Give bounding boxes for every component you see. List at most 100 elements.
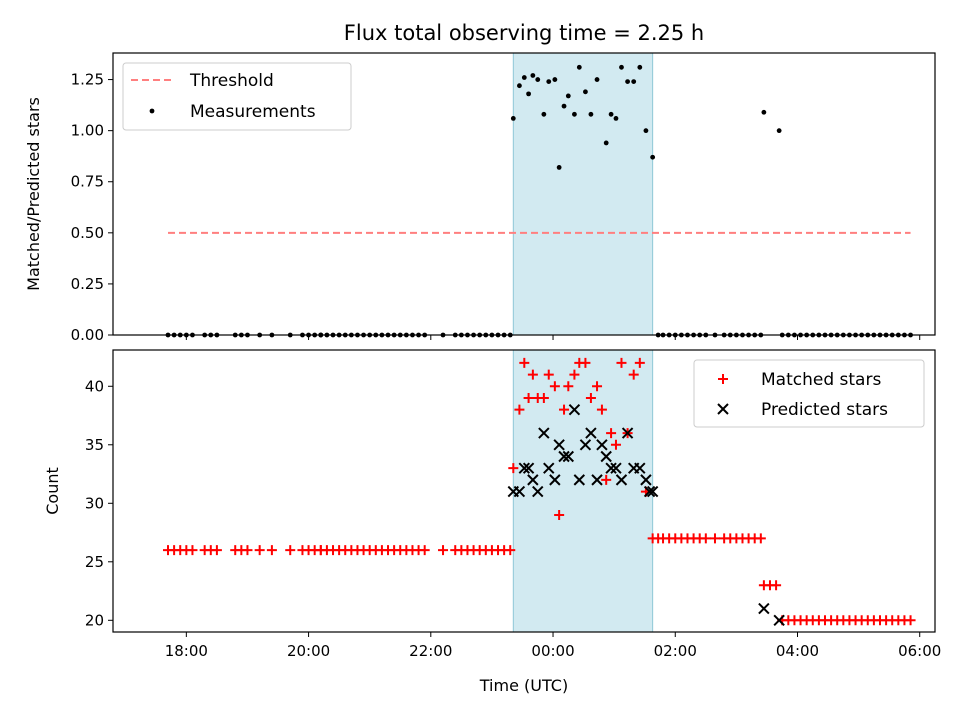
bottom-y-tick-label: 35 — [85, 436, 104, 454]
matched-star-point — [601, 474, 612, 485]
predicted-star-point — [573, 474, 586, 486]
x-tick-label: 22:00 — [409, 642, 452, 660]
predicted-star-point — [605, 462, 617, 474]
matched-star-point — [554, 509, 565, 520]
measurement-point — [650, 154, 656, 160]
matched-star-point — [610, 439, 621, 450]
top-y-tick-label: 0.50 — [71, 224, 104, 242]
matched-star-point — [596, 404, 607, 415]
legend-predicted-swatch — [717, 403, 729, 415]
measurement-point — [776, 128, 782, 134]
bottom-panel: 20 25 30 35 40 18:00 20:00 22:00 00:00 02:00 04:00… — [85, 349, 941, 660]
bottom-y-tick-label: 20 — [85, 611, 104, 629]
measurement-point — [643, 128, 649, 134]
measurement-point — [530, 73, 536, 78]
predicted-star-point — [538, 427, 550, 439]
matched-star-point — [523, 392, 534, 403]
measurement-point — [521, 75, 527, 80]
predicted-star-point — [643, 485, 656, 498]
predicted-star-point — [532, 485, 544, 498]
predicted-star-point — [646, 485, 659, 498]
matched-star-point — [505, 545, 516, 556]
bottom-y-tick-label: 30 — [85, 494, 104, 512]
predicted-star-point — [527, 474, 539, 486]
matched-star-point — [549, 381, 560, 392]
predicted-star-point — [615, 474, 628, 486]
matched-star-point — [543, 369, 554, 380]
top-axes-frame — [112, 52, 936, 336]
predicted-star-point — [553, 439, 565, 451]
matched-star-point — [771, 580, 782, 591]
matched-star-point — [755, 533, 766, 544]
legend-threshold-label: Threshold — [189, 71, 274, 91]
matched-star-point — [419, 545, 430, 556]
bottom-legend: Matched stars Predicted stars — [693, 359, 925, 428]
measurement-point — [619, 64, 624, 70]
measurement-point — [588, 111, 594, 117]
matched-star-point — [266, 545, 277, 556]
top-legend: Threshold Measurements — [122, 62, 352, 131]
legend-measurements-swatch — [149, 108, 155, 114]
matched-star-point — [242, 545, 253, 556]
measurement-point — [510, 115, 516, 121]
matched-star-point — [700, 533, 711, 544]
x-tick-label: 00:00 — [531, 642, 574, 660]
matched-star-point — [616, 357, 627, 368]
predicted-star-point — [600, 450, 612, 463]
matched-star-point — [508, 463, 519, 474]
matched-star-point — [519, 357, 530, 368]
predicted-star-point — [758, 602, 770, 615]
matched-star-point — [563, 381, 574, 392]
measurement-point — [603, 140, 609, 146]
predicted-star-point — [773, 614, 785, 627]
legend-matched-swatch — [718, 374, 728, 384]
top-y-tick-label: 0.00 — [71, 326, 104, 344]
measurement-point — [541, 111, 547, 117]
predicted-star-point — [558, 450, 570, 463]
measurement-point — [517, 83, 522, 89]
matched-star-point — [592, 381, 603, 392]
matched-star-point — [628, 369, 639, 380]
matched-star-point — [606, 428, 617, 439]
matched-star-point — [527, 369, 538, 380]
bottom-y-axis-label: Count — [43, 467, 62, 515]
matched-star-point — [905, 615, 916, 626]
top-legend-box — [122, 62, 352, 131]
measurement-point — [576, 64, 582, 70]
bottom-axes-frame — [112, 349, 936, 633]
matched-star-point — [254, 545, 265, 556]
matched-star-point — [709, 533, 720, 544]
predicted-star-point — [596, 439, 608, 451]
bottom-legend-box — [693, 359, 925, 428]
top-y-tick-label: 0.75 — [71, 173, 104, 191]
predicted-star-point — [568, 403, 581, 416]
measurement-point — [561, 103, 567, 109]
top-y-tick-label: 1.25 — [71, 71, 104, 89]
x-tick-label: 04:00 — [776, 642, 819, 660]
bottom-observing-span — [512, 349, 654, 633]
predicted-star-point — [562, 450, 575, 463]
top-y-tick-label: 0.25 — [71, 275, 104, 293]
predicted-star-point — [634, 462, 646, 474]
matched-star-point — [211, 545, 222, 556]
measurement-point — [625, 79, 630, 85]
chart-title: Flux total observing time = 2.25 h — [344, 21, 704, 45]
top-observing-span — [512, 52, 654, 336]
predicted-star-point — [579, 439, 592, 451]
x-tick-label: 06:00 — [898, 642, 941, 660]
predicted-star-point — [513, 485, 526, 498]
x-axis-label: Time (UTC) — [479, 676, 568, 695]
predicted-star-point — [543, 462, 555, 474]
measurement-point — [631, 79, 637, 85]
top-panel: 0.00 0.25 0.50 0.75 1.00 1.25 Threshold Measure… — [71, 52, 936, 344]
matched-star-point — [438, 545, 449, 556]
predicted-star-point — [621, 427, 634, 439]
measurement-point — [613, 115, 619, 121]
bottom-y-tick-label: 25 — [85, 553, 104, 571]
predicted-star-point — [518, 462, 531, 474]
matched-star-point — [634, 357, 645, 368]
top-y-axis-label: Matched/Predicted stars — [24, 97, 43, 291]
predicted-star-point — [549, 474, 561, 486]
matched-star-point — [559, 404, 570, 415]
